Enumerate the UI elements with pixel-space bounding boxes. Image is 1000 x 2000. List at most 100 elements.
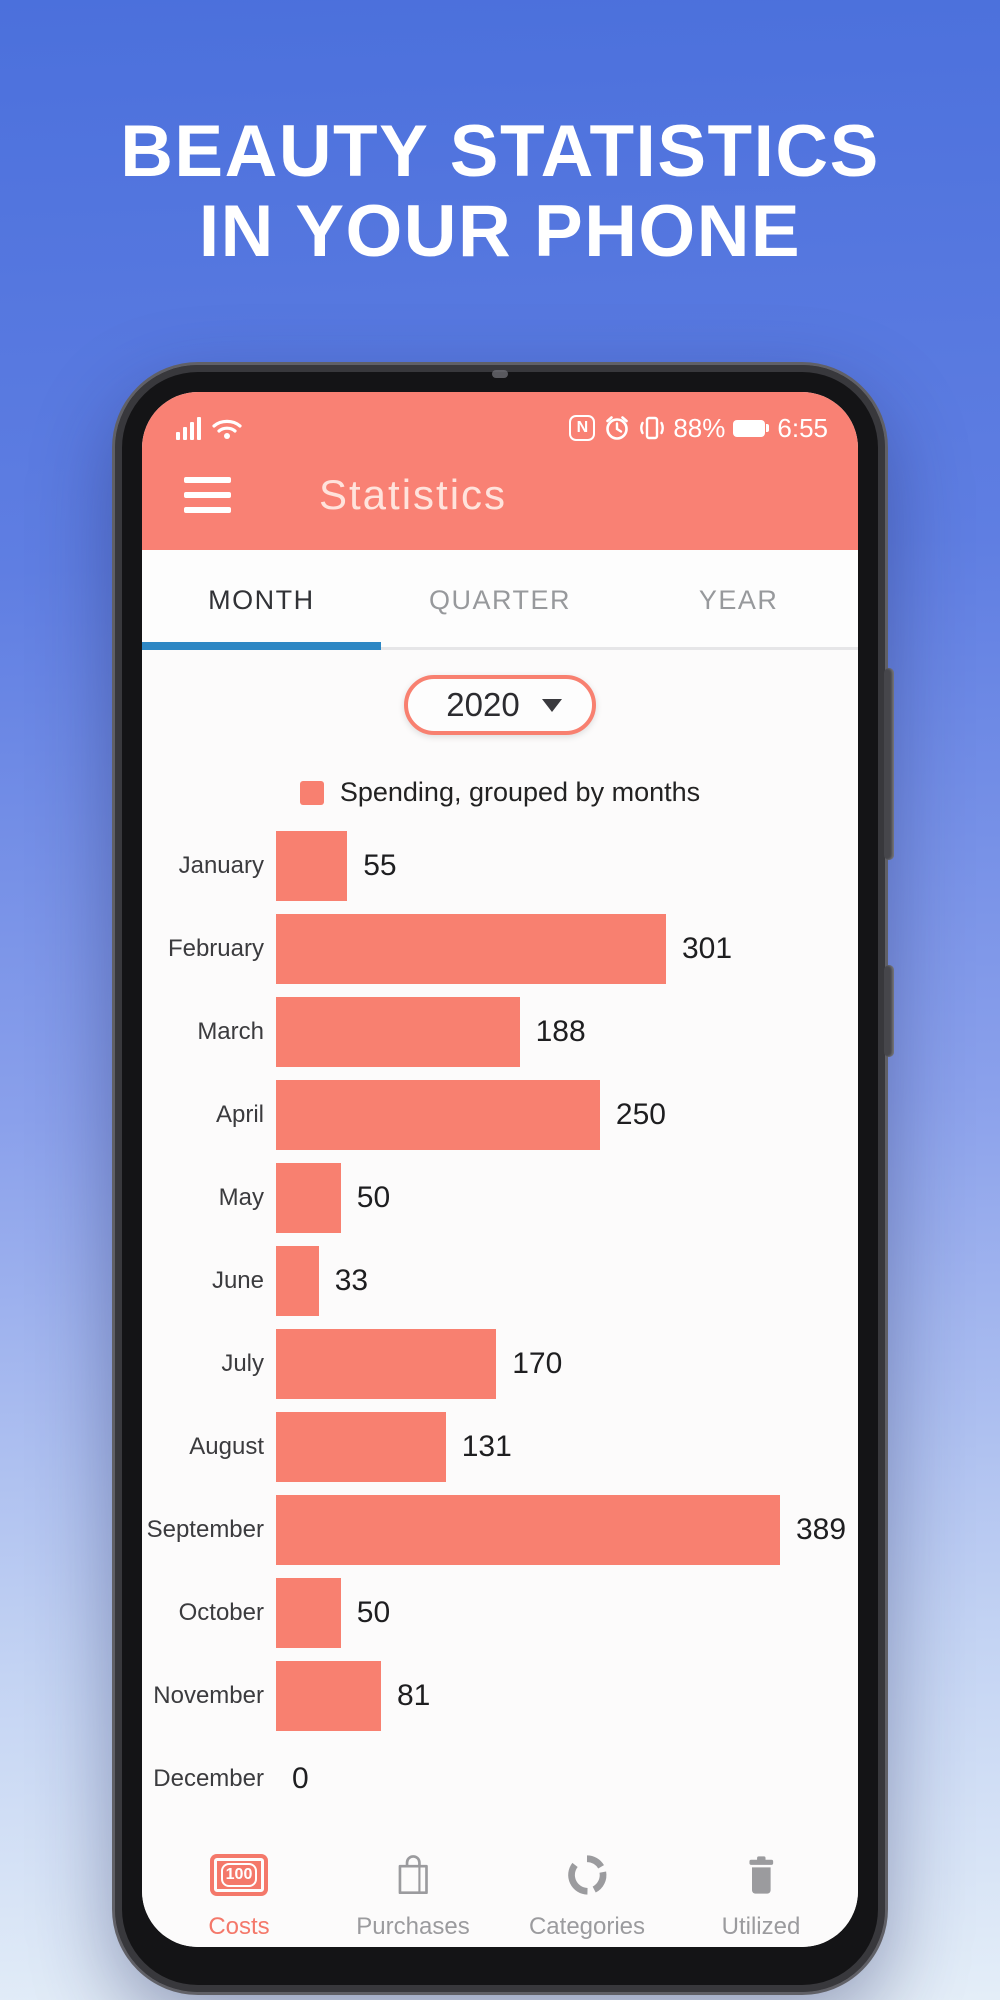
chart-bar (276, 1660, 381, 1731)
tab-bar: MONTH QUARTER YEAR (142, 550, 858, 650)
phone-mockup: N 88% 6:55 Statistics (112, 362, 894, 1995)
caret-down-icon (541, 698, 562, 712)
chart-category-label: May (218, 1183, 264, 1211)
tab-quarter[interactable]: QUARTER (428, 584, 572, 615)
hamburger-menu-icon[interactable] (184, 477, 231, 513)
chart-row: November 81 (142, 1654, 858, 1737)
bottom-nav: 100 Costs Purchases Categories Utilized (142, 1829, 858, 1941)
chart-bar-track: 0 (276, 1744, 780, 1814)
chart-bar-track: 55 (276, 830, 780, 901)
banknote-100-icon: 100 (210, 1854, 268, 1896)
nav-item-costs[interactable]: 100 Costs (152, 1849, 326, 1941)
chart-category-label: June (211, 1266, 264, 1294)
status-bar: N 88% 6:55 (142, 392, 858, 450)
chart-value-label: 188 (535, 1014, 586, 1048)
content-area: 2020 Spending, grouped by months January… (142, 650, 858, 1947)
chart-bar (276, 830, 348, 901)
alarm-clock-icon (606, 416, 629, 440)
chart-row: May 50 (142, 1156, 858, 1239)
active-tab-underline (142, 642, 381, 650)
chart-row: June 33 (142, 1239, 858, 1322)
chart-row: August 131 (142, 1405, 858, 1488)
hero-title-line1: BEAUTY STATISTICS (120, 111, 880, 192)
donut-chart-icon (568, 1855, 607, 1895)
chart-bar (276, 1162, 341, 1233)
chart-value-label: 50 (356, 1595, 391, 1629)
app-bar: Statistics (142, 450, 858, 550)
chart-bar-track: 50 (276, 1162, 780, 1233)
wifi-icon (212, 419, 242, 439)
chart-row: January 55 (142, 824, 858, 907)
tab-month[interactable]: MONTH (208, 584, 315, 615)
chart-bar (276, 1577, 341, 1648)
spending-chart: January 55 February 301 March 188 April 250 May 5… (142, 824, 858, 1820)
volume-button (884, 668, 894, 860)
chart-category-label: September (146, 1515, 264, 1543)
nfc-icon: N (569, 415, 596, 441)
power-button (884, 965, 894, 1057)
chart-category-label: March (197, 1017, 264, 1045)
chart-value-label: 250 (615, 1097, 666, 1131)
nav-item-categories[interactable]: Categories (500, 1849, 674, 1941)
chart-bar (276, 1245, 319, 1316)
chart-category-label: April (215, 1100, 264, 1128)
chart-bar (276, 1079, 600, 1150)
nav-item-label: Utilized (721, 1913, 801, 1940)
chart-category-label: December (153, 1764, 264, 1792)
chart-bar-track: 81 (276, 1660, 780, 1731)
chart-row: July 170 (142, 1322, 858, 1405)
chart-row: March 188 (142, 990, 858, 1073)
app-title: Statistics (319, 471, 508, 518)
chart-row: October 50 (142, 1571, 858, 1654)
chart-category-label: August (189, 1432, 264, 1460)
battery-percent: 88% (673, 412, 726, 443)
hero-title: BEAUTY STATISTICS IN YOUR PHONE (0, 111, 1000, 273)
tab-year[interactable]: YEAR (698, 584, 779, 615)
camera-notch (492, 370, 508, 378)
chart-value-label: 55 (363, 848, 397, 882)
chart-category-label: January (178, 851, 264, 879)
year-selector-value: 2020 (446, 686, 520, 723)
chart-row: April 250 (142, 1073, 858, 1156)
chart-bar-track: 250 (276, 1079, 780, 1150)
chart-value-label: 389 (796, 1512, 847, 1546)
chart-category-label: October (178, 1598, 264, 1626)
shopping-bag-icon (398, 1855, 428, 1895)
chart-value-label: 170 (512, 1346, 563, 1380)
hero-title-line2: IN YOUR PHONE (198, 191, 802, 273)
trash-icon (749, 1856, 773, 1894)
chart-bar (276, 913, 666, 984)
chart-bar (276, 1328, 497, 1399)
nav-item-label: Purchases (356, 1913, 470, 1940)
nav-item-utilized[interactable]: Utilized (674, 1849, 848, 1941)
battery-icon (733, 419, 770, 437)
chart-bar (276, 1494, 780, 1565)
legend-label: Spending, grouped by months (339, 777, 701, 807)
chart-value-label: 131 (461, 1429, 512, 1463)
chart-bar-track: 301 (276, 913, 780, 984)
chart-value-label: 81 (396, 1678, 431, 1712)
signal-bars-icon (176, 416, 201, 440)
chart-value-label: 33 (334, 1263, 369, 1297)
nav-item-purchases[interactable]: Purchases (326, 1849, 500, 1941)
tab-divider (142, 647, 858, 650)
vibrate-icon (640, 416, 665, 440)
chart-row: December 0 (142, 1737, 858, 1820)
chart-legend: Spending, grouped by months (142, 777, 858, 808)
chart-value-label: 50 (356, 1180, 391, 1214)
nav-item-label: Costs (208, 1913, 270, 1940)
chart-value-label: 0 (292, 1761, 309, 1795)
chart-bar (276, 996, 520, 1067)
chart-bar-track: 389 (276, 1494, 846, 1565)
chart-bar-track: 170 (276, 1328, 780, 1399)
chart-category-label: November (153, 1681, 264, 1709)
year-selector[interactable]: 2020 (404, 675, 596, 735)
chart-bar-track: 131 (276, 1411, 780, 1482)
status-time: 6:55 (777, 412, 828, 443)
legend-swatch (299, 780, 324, 805)
chart-row: September 389 (142, 1488, 858, 1571)
chart-bar (276, 1411, 446, 1482)
chart-value-label: 301 (681, 931, 733, 965)
phone-screen: N 88% 6:55 Statistics (142, 392, 858, 1947)
chart-category-label: February (167, 934, 264, 962)
